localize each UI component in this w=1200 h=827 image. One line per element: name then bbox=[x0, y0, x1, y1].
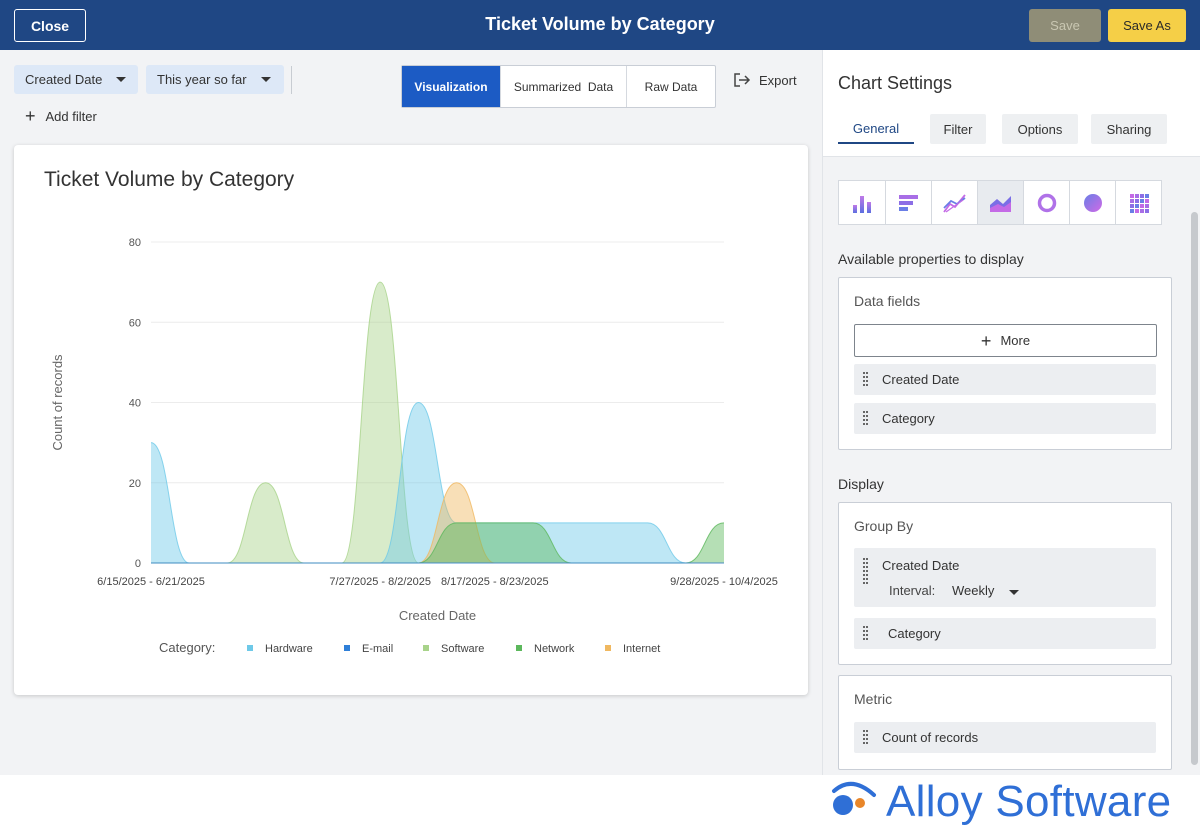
scrollbar-thumb[interactable] bbox=[1191, 212, 1198, 765]
bar-chart-icon[interactable] bbox=[885, 181, 931, 224]
page-title: Ticket Volume by Category bbox=[485, 14, 715, 34]
y-axis-title: Count of records bbox=[50, 354, 65, 451]
tab-general[interactable]: General bbox=[838, 114, 914, 144]
data-field-label: Category bbox=[882, 411, 935, 426]
chevron-down-icon bbox=[116, 77, 126, 82]
legend-title: Category: bbox=[159, 640, 215, 655]
add-filter-label: Add filter bbox=[45, 108, 97, 124]
save-button[interactable]: Save bbox=[1029, 9, 1101, 42]
tab-summarized-data[interactable]: Summarized Data bbox=[500, 66, 626, 107]
more-label: More bbox=[1000, 333, 1031, 348]
group-by-title: Group By bbox=[854, 518, 914, 534]
heatmap-icon[interactable] bbox=[1115, 181, 1161, 224]
close-button[interactable]: Close bbox=[14, 9, 86, 42]
export-label: Export bbox=[759, 72, 797, 88]
area-chart: 0 20 40 60 80 6/15/2025 - 6/21/2025 7/27/2025 … bbox=[50, 237, 778, 655]
data-fields-title: Data fields bbox=[854, 293, 921, 309]
plus-icon: + bbox=[25, 106, 36, 126]
chevron-down-icon bbox=[1009, 590, 1019, 595]
y-tick-label: 60 bbox=[129, 317, 141, 329]
chart-type-selector bbox=[838, 180, 1162, 225]
display-label: Display bbox=[838, 476, 884, 492]
y-tick-label: 0 bbox=[135, 558, 141, 570]
drag-handle-icon[interactable] bbox=[863, 411, 870, 427]
report-area: Created Date This year so far + Add filt… bbox=[0, 50, 822, 775]
legend-swatch bbox=[423, 645, 429, 651]
tab-visualization[interactable]: Visualization bbox=[402, 66, 500, 107]
data-field-item[interactable]: Category bbox=[854, 403, 1156, 434]
divider bbox=[823, 156, 1200, 157]
legend-label: Internet bbox=[623, 643, 660, 655]
area-chart-icon[interactable] bbox=[977, 181, 1023, 224]
tab-raw-data[interactable]: Raw Data bbox=[626, 66, 715, 107]
y-tick-label: 80 bbox=[129, 237, 141, 249]
tab-sharing[interactable]: Sharing bbox=[1091, 114, 1167, 144]
pie-chart-icon[interactable] bbox=[1069, 181, 1115, 224]
legend-label: E-mail bbox=[362, 643, 393, 655]
legend-label: Network bbox=[534, 643, 575, 655]
interval-value: Weekly bbox=[952, 583, 995, 598]
plus-icon: + bbox=[980, 330, 992, 351]
date-field-label: Created Date bbox=[25, 72, 103, 87]
data-field-item[interactable]: Created Date bbox=[854, 364, 1156, 395]
group-by-item[interactable]: Created Date Interval: Weekly bbox=[854, 548, 1156, 607]
add-filter-button[interactable]: + Add filter bbox=[25, 106, 97, 126]
tab-filter[interactable]: Filter bbox=[930, 114, 986, 144]
date-field-dropdown[interactable]: Created Date bbox=[14, 65, 138, 94]
donut-chart-icon[interactable] bbox=[1023, 181, 1069, 224]
x-tick-label: 6/15/2025 - 6/21/2025 bbox=[97, 576, 205, 588]
divider bbox=[291, 66, 292, 94]
panel-scrollbar[interactable] bbox=[1189, 157, 1200, 775]
metric-title: Metric bbox=[854, 691, 893, 707]
legend-label: Hardware bbox=[265, 643, 313, 655]
x-tick-label: 9/28/2025 - 10/4/2025 bbox=[670, 576, 778, 588]
panel-body: Available properties to display Data fie… bbox=[823, 157, 1189, 775]
brand-logo-text: Alloy Software bbox=[886, 777, 1172, 826]
chart-card: Ticket Volume by Category 0 20 40 60 80 6/15/… bbox=[14, 145, 808, 695]
metric-box: Metric Count of records bbox=[838, 675, 1172, 770]
interval-label: Interval: bbox=[889, 583, 936, 598]
chevron-down-icon bbox=[261, 77, 271, 82]
metric-item[interactable]: Count of records bbox=[854, 722, 1156, 753]
x-tick-label: 7/27/2025 - 8/2/2025 bbox=[329, 576, 431, 588]
x-tick-label: 8/17/2025 - 8/23/2025 bbox=[441, 576, 549, 588]
group-by-item[interactable]: Category bbox=[854, 618, 1156, 649]
y-tick-label: 20 bbox=[129, 478, 141, 490]
drag-handle-icon[interactable] bbox=[863, 558, 870, 586]
alloy-logo-icon bbox=[832, 782, 876, 815]
legend-swatch bbox=[344, 645, 350, 651]
drag-handle-icon[interactable] bbox=[863, 730, 870, 746]
metric-field-label: Count of records bbox=[882, 730, 979, 745]
line-chart-icon[interactable] bbox=[931, 181, 977, 224]
save-as-button[interactable]: Save As bbox=[1108, 9, 1186, 42]
date-range-dropdown[interactable]: This year so far bbox=[146, 65, 284, 94]
top-bar: Close Ticket Volume by Category Save Sav… bbox=[0, 0, 1200, 50]
export-button[interactable]: Export bbox=[733, 70, 797, 90]
more-button[interactable]: + More bbox=[854, 324, 1157, 357]
view-tabs: Visualization Summarized Data Raw Data bbox=[401, 65, 716, 108]
column-chart-icon[interactable] bbox=[839, 181, 885, 224]
legend-swatch bbox=[516, 645, 522, 651]
group-by-box: Group By Created Date Interval: Weekly C… bbox=[838, 502, 1172, 665]
chart-title: Ticket Volume by Category bbox=[44, 168, 295, 191]
chart-settings-panel: Chart Settings General Filter Options Sh… bbox=[822, 50, 1200, 775]
drag-handle-icon[interactable] bbox=[863, 372, 870, 388]
x-axis-title: Created Date bbox=[399, 608, 476, 623]
group-by-field-label: Category bbox=[888, 626, 941, 641]
legend-swatch bbox=[605, 645, 611, 651]
footer bbox=[0, 775, 1200, 826]
export-icon bbox=[734, 73, 751, 87]
interval-dropdown[interactable]: Weekly bbox=[952, 582, 1032, 600]
legend-swatch bbox=[247, 645, 253, 651]
y-tick-label: 40 bbox=[129, 398, 141, 410]
panel-title: Chart Settings bbox=[838, 73, 953, 93]
group-by-field-label: Created Date bbox=[882, 558, 960, 573]
drag-handle-icon[interactable] bbox=[863, 626, 870, 642]
data-fields-box: Data fields + More Created Date Category bbox=[838, 277, 1172, 450]
legend-label: Software bbox=[441, 643, 484, 655]
available-properties-label: Available properties to display bbox=[838, 251, 1024, 267]
tab-options[interactable]: Options bbox=[1002, 114, 1078, 144]
data-field-label: Created Date bbox=[882, 372, 960, 387]
date-range-label: This year so far bbox=[157, 72, 247, 87]
